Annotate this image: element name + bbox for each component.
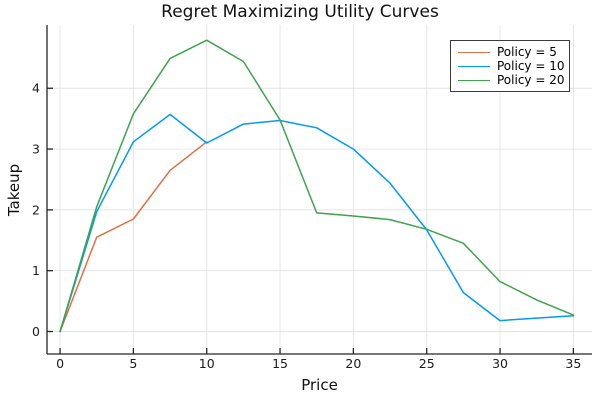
legend-label: Policy = 10	[497, 59, 565, 73]
x-tick-label: 35	[565, 356, 581, 371]
legend-entry: Policy = 10	[458, 59, 569, 73]
x-tick-label: 10	[199, 356, 215, 371]
y-tick-label: 4	[32, 81, 40, 96]
series-line-policy-5	[59, 141, 208, 333]
x-tick-label: 0	[56, 356, 64, 371]
y-tick-label: 0	[32, 324, 40, 339]
legend-entry: Policy = 5	[458, 45, 569, 59]
legend-entry: Policy = 20	[458, 73, 569, 87]
x-tick-label: 5	[129, 356, 137, 371]
y-tick-label: 1	[32, 263, 40, 278]
series-line-policy-20	[59, 39, 575, 333]
y-tick-label: 2	[32, 202, 40, 217]
legend-line-sample	[458, 51, 490, 53]
x-tick-label: 30	[492, 356, 508, 371]
chart-title: Regret Maximizing Utility Curves	[161, 2, 439, 22]
legend: Policy = 5 Policy = 10 Policy = 20	[450, 40, 570, 92]
y-tick-label: 3	[32, 142, 40, 157]
x-tick-label: 25	[419, 356, 435, 371]
legend-label: Policy = 20	[497, 73, 565, 87]
x-tick-label: 15	[272, 356, 288, 371]
legend-label: Policy = 5	[497, 45, 557, 59]
legend-line-sample	[458, 79, 490, 81]
y-axis-label: Takeup	[5, 163, 23, 217]
x-axis-label: Price	[301, 376, 338, 394]
series-line-policy-10	[59, 113, 575, 333]
x-tick-label: 20	[345, 356, 361, 371]
legend-line-sample	[458, 65, 490, 67]
